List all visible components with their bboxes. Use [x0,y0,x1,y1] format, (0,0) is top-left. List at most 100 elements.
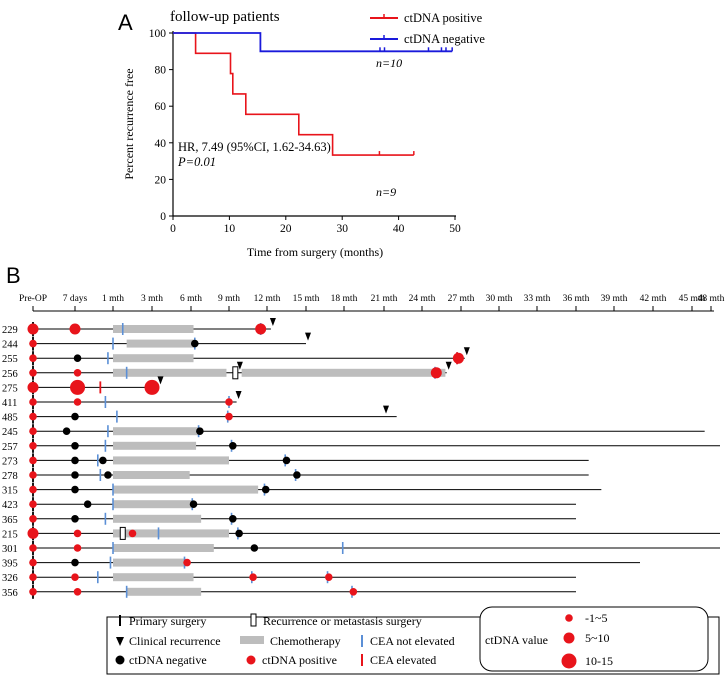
panel-a-label: A [118,10,133,35]
b-ctdna-positive-dot [29,398,37,406]
b-patient-row: 278 [2,468,589,482]
b-ctdna-positive-dot [29,573,37,581]
b-patient-id: 256 [2,369,18,380]
b-patient-row: 356 [2,584,576,599]
b-patient-id: 245 [2,427,18,438]
b-patient-id: 275 [2,383,18,394]
b-patient-id: 485 [2,413,18,424]
b-chemo-bar [113,500,194,509]
b-axis-label: 33 mth [524,294,551,304]
b-ctdna-negative-dot [71,471,79,479]
b-ctdna-negative-dot [261,485,270,494]
b-clinical-recurrence-triangle [236,361,243,370]
a-n-positive: n=9 [376,185,396,199]
b-axis-label: 45 mth [679,294,706,304]
b-patient-id: 244 [2,340,19,351]
b-clinical-recurrence-triangle [445,361,452,370]
b-patient-row: 411 [2,391,242,409]
legend-primary-surgery: Primary surgery [129,614,206,628]
b-patient-row: 485 [2,405,397,424]
b-clinical-recurrence-triangle [235,391,242,399]
b-ctdna-negative-dot [196,427,204,436]
panel-b-label: B [6,263,21,288]
panel-a-title: follow-up patients [170,9,280,25]
a-n-negative: n=10 [376,56,402,70]
b-ctdna-positive-dot [29,485,37,494]
b-legend: Primary surgery Clinical recurrence ctDN… [106,606,720,675]
a-x-axis-label: Time from surgery (months) [247,245,383,259]
b-chemo-bar [113,441,197,450]
b-patient-row: 245 [2,424,705,439]
a-legend: ctDNA positive ctDNA negative [370,11,485,46]
b-ctdna-positive-dot [73,529,82,538]
b-ctdna-positive-dot [29,471,37,479]
b-ctdna-positive-dot [430,367,442,379]
ctdna-value-dot-large [561,653,577,669]
b-ctdna-positive-dot [27,323,39,335]
legend-chemo-swatch [240,636,264,644]
a-x-tick-label: 10 [224,223,236,235]
b-ctdna-positive-dot [27,381,39,393]
b-ctdna-negative-dot [229,515,237,523]
b-ctdna-positive-dot [29,558,37,567]
a-x-tick-label: 50 [449,223,461,235]
b-ctdna-negative-dot [73,354,82,363]
b-clinical-recurrence-triangle [305,332,311,341]
a-legend-label-negative: ctDNA negative [404,32,485,46]
b-patient-id: 356 [2,588,18,599]
legend-recurrence-triangle [116,637,124,646]
b-ctdna-positive-dot [29,442,37,450]
b-patient-row: 315 [2,482,602,497]
b-patient-id: 255 [2,354,18,365]
legend-ctdna-negative: ctDNA negative [129,653,207,667]
legend-recurrence-surgery-mark [250,613,257,627]
legend-cea-elevated: CEA elevated [370,653,436,667]
b-ctdna-negative-dot [191,339,199,348]
b-ctdna-negative-dot [104,471,112,479]
ctdna-value-dot-medium [563,632,575,644]
b-ctdna-positive-dot [70,379,86,395]
b-chemo-bar [113,354,194,363]
b-ctdna-positive-dot [29,544,37,552]
b-ctdna-positive-dot [225,412,233,421]
legend-recurrence-surgery: Recurrence or metastasis surgery [263,614,422,628]
b-chemo-bar [113,529,229,538]
a-axes: 0 10 20 30 40 50 0 20 40 60 80 100 [149,28,461,235]
b-ctdna-positive-dot [325,573,333,581]
b-chemo-bar [113,514,202,523]
b-patient-id: 326 [2,573,18,584]
a-x-tick-label: 20 [280,223,292,235]
b-patient-id: 365 [2,515,18,526]
b-patient-rows: 229 244 255 256 275 411 485 245 257 273 278 315 423 3… [2,318,720,599]
ctdna-value-title: ctDNA value [485,633,548,647]
b-ctdna-positive-dot [249,573,257,581]
b-ctdna-negative-dot [71,515,79,523]
b-patient-row: 273 [2,453,589,468]
b-clinical-recurrence-triangle [269,318,276,326]
b-axis-label: 9 mth [218,294,240,304]
a-curves [173,32,453,156]
a-y-tick-label: 80 [155,65,167,77]
b-ctdna-positive-dot [349,588,358,596]
b-ctdna-negative-dot [83,500,92,509]
b-axis-label: 18 mth [331,294,358,304]
b-legend-frame [106,616,720,675]
b-ctdna-negative-dot [71,558,79,567]
b-ctdna-positive-dot [29,456,37,465]
b-axis-label: 7 days [63,294,88,304]
b-patient-row: 395 [2,555,640,570]
b-patient-id: 423 [2,500,18,511]
b-ctdna-positive-dot [128,529,137,538]
b-ctdna-negative-dot [229,442,237,450]
b-axis-label: 1 mth [102,294,124,304]
b-patient-row: 423 [2,497,576,512]
b-axis-label: 30 mth [486,294,513,304]
b-chemo-bar [113,456,229,465]
legend-ctdna-negative-dot [115,655,125,665]
b-patient-row: 229 [2,318,276,336]
b-axis-label: 48 mth [698,294,725,304]
b-time-axis: Pre-OP 7 days 1 mth 3 mth 6 mth 9 mth 12 mth 15… [19,294,725,312]
b-axis-label: 3 mth [141,294,163,304]
b-axis-label: 39 mth [601,294,628,304]
ctdna-value-dot-small [565,614,573,622]
